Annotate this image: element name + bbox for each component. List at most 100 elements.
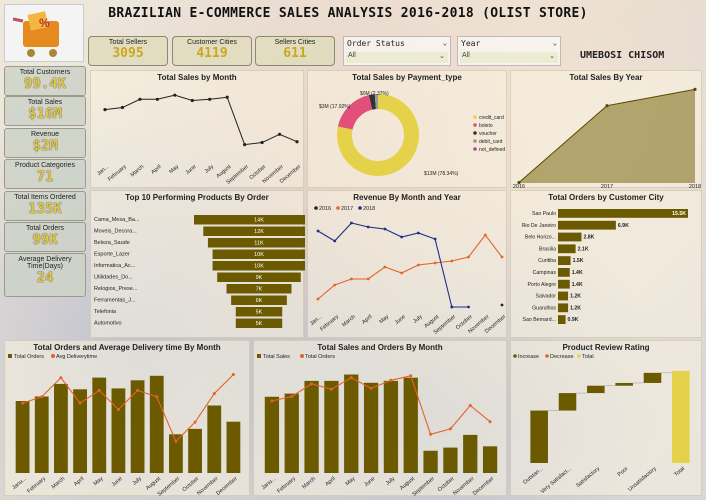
data-label: 14K [254, 218, 264, 224]
x-tick-label: August [145, 476, 162, 492]
kpi-value: 24 [36, 270, 54, 286]
legend-marker [358, 206, 362, 210]
legend-label: Total [582, 354, 594, 360]
x-tick-label: July [132, 476, 144, 487]
legend-label: credit_card [479, 115, 504, 121]
data-label: 15.5K [672, 211, 686, 217]
series-line [104, 94, 298, 146]
kpi-product-categories: Product Categories 71 [4, 159, 86, 189]
x-tick-label: May [345, 476, 357, 487]
bar [207, 238, 311, 248]
chevron-down-icon[interactable]: ⌄ [442, 39, 447, 47]
pie-slice [337, 95, 373, 130]
bar [34, 396, 49, 473]
review-rating-panel[interactable]: Product Review Rating Increase Decrease To… [510, 340, 702, 496]
chart-title: Product Review Rating [562, 343, 650, 352]
y-tick-label: Belo Horizo... [525, 235, 556, 241]
y-tick-label: Telefonia [94, 309, 117, 315]
chart-title: Total Orders and Average Delivery time B… [33, 343, 221, 352]
x-tick-label: Jan... [96, 164, 111, 178]
slicer-label: Year ⌄ [461, 39, 557, 48]
data-point [517, 180, 521, 185]
sales-orders-panel[interactable]: Total Sales and Orders By Month Total Sa… [253, 340, 507, 498]
x-tick-label: May [378, 314, 390, 325]
slicer-value[interactable]: All ⌄ [346, 52, 448, 63]
y-tick-label: Sao Paulo [532, 211, 556, 217]
data-label: 1.5K [573, 258, 584, 264]
slicer-label: Order Status ⌄ [347, 39, 447, 48]
data-label: 2.8K [583, 235, 594, 241]
bar [203, 226, 315, 236]
revenue-month-year-panel[interactable]: Revenue By Month and Year 2016 2017 2018 Ja… [307, 190, 507, 338]
bar [558, 279, 570, 289]
chart-title: Total Orders by Customer City [548, 193, 664, 202]
bar [54, 383, 68, 473]
data-point [155, 97, 159, 101]
x-tick-label: March [341, 314, 357, 328]
top-products-panel[interactable]: Top 10 Performing Products By Order Cama… [90, 190, 324, 338]
chevron-down-icon[interactable]: ⌄ [552, 39, 557, 47]
y-tick-label: Guarulhos [532, 305, 556, 311]
data-label: 5K [256, 321, 263, 327]
kpi-value: 135K [28, 201, 62, 217]
kpi-label: Product Categories [15, 162, 75, 169]
sales-by-month-panel[interactable]: Total Sales by Month Jan... February March… [90, 70, 304, 188]
chart-title: Revenue By Month and Year [353, 193, 461, 202]
slicer-value[interactable]: All ⌄ [460, 52, 558, 63]
x-tick-label: Poor [617, 466, 630, 478]
legend-marker [577, 354, 581, 358]
bar [231, 295, 287, 305]
kpi-label: Total Customers [19, 69, 71, 76]
bar [615, 382, 633, 386]
order-status-slicer[interactable]: Order Status ⌄ All ⌄ [343, 36, 451, 66]
bar [558, 220, 616, 230]
y-tick-label: Salvador [536, 294, 557, 300]
chart-title: Total Sales by Month [157, 73, 237, 82]
kpi-value: 611 [283, 46, 307, 61]
chevron-down-icon[interactable]: ⌄ [549, 53, 555, 60]
pie-slice [368, 94, 376, 110]
legend-label: Total Orders [14, 354, 44, 360]
data-point [208, 97, 212, 101]
x-tick-label: 2018 [689, 184, 701, 189]
orders-by-city-panel[interactable]: Total Orders by Customer City Sao Paulo 1… [510, 190, 702, 338]
x-tick-label: August [399, 476, 416, 492]
data-point [500, 303, 504, 307]
x-tick-label: February [319, 314, 340, 333]
bar [130, 380, 145, 473]
bar [15, 401, 30, 473]
legend-marker [51, 354, 55, 358]
year-slicer[interactable]: Year ⌄ All ⌄ [457, 36, 561, 66]
legend-label: Decrease [550, 354, 574, 360]
legend-label: Total Sales [263, 354, 290, 360]
series-line [317, 234, 503, 300]
bar [643, 372, 662, 383]
data-point [277, 132, 282, 136]
bar [403, 377, 418, 473]
data-label: 1.4K [572, 282, 583, 288]
orders-delivery-panel[interactable]: Total Orders and Average Delivery time B… [4, 340, 250, 498]
bar [530, 410, 548, 463]
x-tick-label: July [385, 476, 397, 487]
x-tick-label: March [51, 476, 67, 490]
chevron-down-icon[interactable]: ⌄ [439, 53, 445, 60]
x-tick-label: July [412, 314, 424, 325]
x-tick-label: Satisfactory [575, 466, 601, 489]
x-tick-label: July [204, 164, 216, 175]
sales-orders-chart: Total Sales Total Orders Janu... February Ma… [257, 354, 498, 498]
legend-marker [473, 147, 477, 151]
bar [73, 389, 87, 473]
payment-type-panel[interactable]: Total Sales by Payment_type $13M (78.34%… [307, 70, 507, 188]
data-point [270, 399, 274, 403]
legend-label: Total Orders [305, 354, 335, 360]
data-point [225, 95, 229, 99]
bar [284, 393, 299, 473]
legend-marker [473, 139, 477, 143]
y-tick-label: Esporte_Lazer [94, 252, 130, 258]
kpi-value: $2M [32, 138, 58, 154]
sales-by-year-panel[interactable]: Total Sales By Year 2016 2017 2018 [510, 70, 702, 190]
bar [558, 268, 570, 277]
data-point [467, 305, 470, 309]
bar [92, 377, 107, 473]
bar [217, 272, 301, 282]
